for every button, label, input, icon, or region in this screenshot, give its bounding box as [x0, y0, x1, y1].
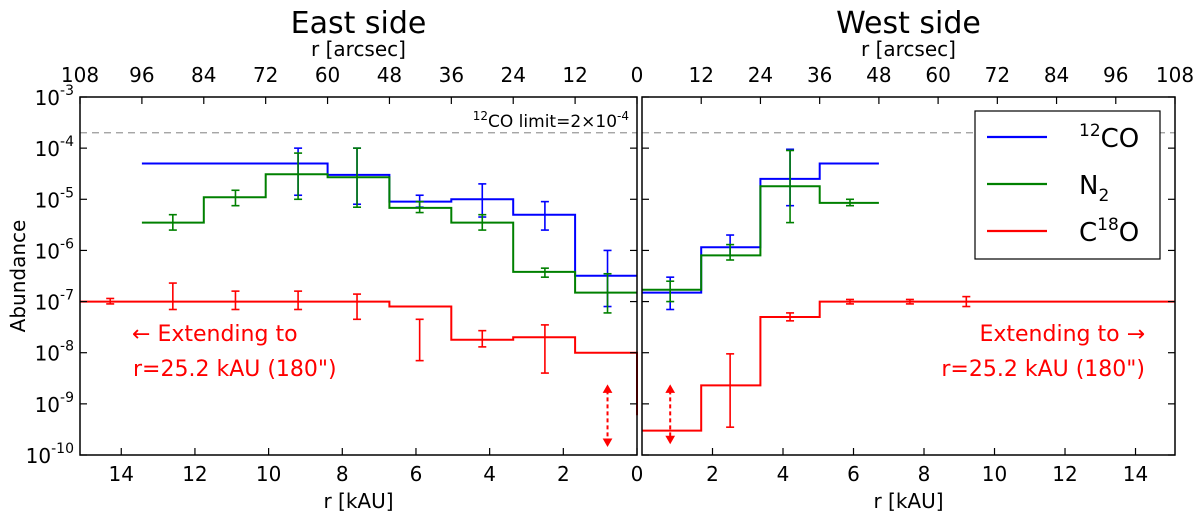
west-x-tick-label: 2: [706, 462, 719, 486]
west-plot-frame: [641, 96, 1176, 456]
east-top-tick-label: 60: [315, 63, 340, 87]
west-n2-step-line: [642, 185, 879, 291]
west-x-tick-label: 4: [777, 462, 790, 486]
east-top-tick-label: 0: [631, 63, 644, 87]
east-top-axis-label: r [arcsec]: [311, 37, 406, 61]
y-tick-label: 10-5: [35, 185, 74, 212]
east-x-tick-label: 8: [336, 462, 349, 486]
y-tick-label: 10-3: [35, 83, 74, 110]
y-tick-label: 10-6: [35, 236, 75, 263]
west-panel-title: West side: [836, 6, 981, 41]
west-x-tick-label: 8: [918, 462, 931, 486]
east-top-tick-label: 108: [61, 63, 99, 87]
legend-label-n2: N2: [1079, 171, 1109, 206]
east-top-tick-label: 72: [253, 63, 278, 87]
east-top-tick-label: 12: [562, 63, 587, 87]
east-c18o-step-line: [80, 300, 638, 416]
west-top-tick-label: 108: [1156, 63, 1194, 87]
west-top-tick-label: 24: [748, 63, 773, 87]
west-annotation-line1: Extending to →: [979, 322, 1145, 347]
legend-label-c18o: C18O: [1079, 215, 1139, 248]
west-top-tick-label: 96: [1103, 63, 1128, 87]
east-x-tick-label: 0: [631, 462, 644, 486]
east-x-tick-label: 12: [182, 462, 207, 486]
east-top-tick-label: 24: [500, 63, 525, 87]
east-annotation-line1: ← Extending to: [132, 322, 298, 347]
west-top-tick-label: 12: [688, 63, 713, 87]
west-x-axis-label: r [kAU]: [873, 489, 943, 513]
east-x-tick-label: 10: [256, 462, 281, 486]
y-axis-label: Abundance: [6, 220, 30, 333]
west-c18o-step-line: [642, 300, 1175, 432]
east-x-tick-label: 6: [410, 462, 423, 486]
east-x-tick-label: 14: [109, 462, 134, 486]
west-x-tick-label: 14: [1123, 462, 1148, 486]
west-c18o-arrowhead-up: [665, 384, 676, 393]
east-top-tick-label: 84: [191, 63, 216, 87]
west-top-axis-label: r [arcsec]: [861, 37, 956, 61]
east-c18o-arrowhead-up: [602, 384, 613, 393]
east-plot-frame: [79, 96, 638, 456]
east-x-axis-label: r [kAU]: [323, 489, 393, 513]
y-tick-label: 10-7: [35, 288, 74, 315]
y-tick-label: 10-8: [35, 339, 74, 366]
west-top-tick-label: 36: [807, 63, 832, 87]
east-x-tick-label: 4: [483, 462, 496, 486]
west-annotation-line2: r=25.2 kAU (180"): [941, 357, 1145, 382]
west-top-tick-label: 72: [985, 63, 1010, 87]
east-x-tick-label: 2: [557, 462, 570, 486]
east-annotation-line2: r=25.2 kAU (180"): [133, 357, 337, 382]
y-tick-label: 10-4: [35, 134, 75, 161]
west-x-tick-label: 6: [847, 462, 860, 486]
west-x-tick-label: 10: [982, 462, 1007, 486]
west-c18o-arrowhead-down: [665, 435, 676, 445]
east-n2-step-line: [141, 173, 637, 294]
west-top-tick-label: 84: [1044, 63, 1069, 87]
east-top-tick-label: 48: [377, 63, 402, 87]
y-tick-label: 10-10: [26, 441, 74, 468]
co-limit-label: 12CO limit=2×10-4: [473, 109, 629, 132]
west-top-tick-label: 60: [925, 63, 950, 87]
east-top-tick-label: 36: [439, 63, 464, 87]
west-top-tick-label: 48: [866, 63, 891, 87]
east-panel-title: East side: [291, 6, 427, 41]
west-x-tick-label: 12: [1052, 462, 1077, 486]
y-tick-label: 10-9: [35, 390, 74, 417]
east-top-tick-label: 96: [129, 63, 154, 87]
legend-label-co12: 12CO: [1079, 121, 1139, 154]
east-c18o-arrowhead-down: [602, 438, 613, 448]
